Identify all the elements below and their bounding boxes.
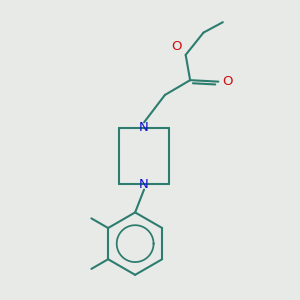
Text: N: N: [139, 121, 149, 134]
Text: O: O: [172, 40, 182, 52]
Text: N: N: [139, 178, 149, 191]
Text: O: O: [222, 75, 232, 88]
